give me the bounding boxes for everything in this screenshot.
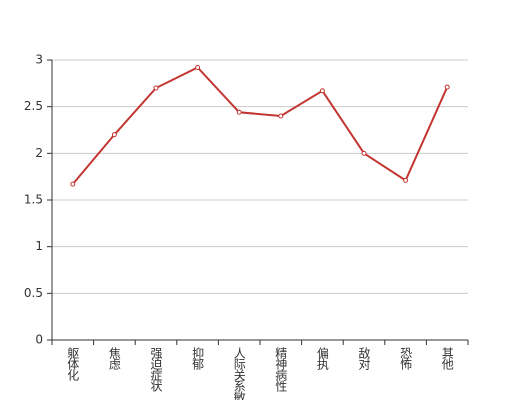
- point: [236, 109, 242, 115]
- x-tick-label: 敌对: [357, 346, 371, 370]
- y-tick-label: 0: [35, 333, 43, 347]
- point: [153, 85, 159, 91]
- y-tick-label: 1.5: [24, 193, 43, 207]
- x-tick-label: 焦虑: [107, 347, 121, 370]
- point: [278, 113, 284, 119]
- point: [361, 150, 367, 156]
- x-tick-label: 偏执: [315, 346, 329, 371]
- point: [111, 132, 117, 138]
- x-tick-label: 抑郁: [191, 346, 205, 371]
- y-tick-label: 2: [35, 146, 43, 160]
- x-tick-label: 强迫症状: [149, 347, 163, 392]
- point: [195, 64, 201, 70]
- y-tick-label: 3: [35, 53, 43, 67]
- y-tick-label: 2.5: [24, 99, 43, 113]
- x-tick-label: 其他: [440, 347, 454, 370]
- y-tick-label: 0.5: [24, 286, 43, 300]
- point: [403, 177, 409, 183]
- x-tick-label: 精神病性: [274, 347, 288, 393]
- point: [444, 84, 450, 90]
- line: [72, 66, 449, 185]
- x-tick-label: 恐怖: [399, 347, 413, 370]
- y-tick-label: 1: [35, 239, 43, 253]
- point: [319, 88, 325, 94]
- x-tick-label: 人际关系敏感: [232, 347, 246, 400]
- x-tick-label: 躯体化: [66, 346, 80, 382]
- point: [70, 181, 76, 187]
